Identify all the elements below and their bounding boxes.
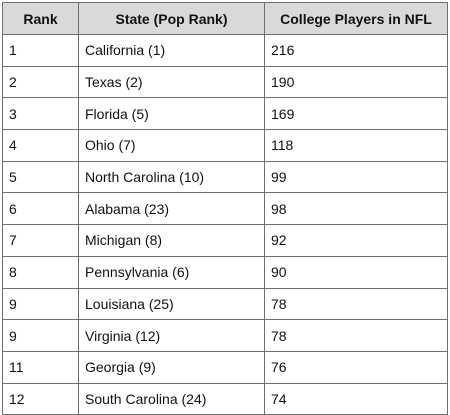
state-cell: Virginia (12) <box>78 319 265 352</box>
nfl-players-cell: 190 <box>264 65 448 99</box>
table-row: 3 Florida (5) 169 <box>2 97 448 131</box>
state-cell: South Carolina (24) <box>78 382 265 415</box>
state-cell: Florida (5) <box>78 97 265 131</box>
rank-cell: 5 <box>2 160 79 194</box>
column-header-nfl-players: College Players in NFL <box>264 2 448 35</box>
table-row: 2 Texas (2) 190 <box>2 65 448 99</box>
nfl-players-cell: 216 <box>264 34 448 67</box>
table-row: 5 North Carolina (10) 99 <box>2 160 448 194</box>
nfl-players-cell: 74 <box>264 382 448 415</box>
table-row: 4 Ohio (7) 118 <box>2 129 448 162</box>
state-cell: Ohio (7) <box>78 129 265 162</box>
table-row: 9 Louisiana (25) 78 <box>2 287 448 321</box>
nfl-players-cell: 118 <box>264 129 448 162</box>
rank-cell: 6 <box>2 192 79 226</box>
table-body: 1 California (1) 216 2 Texas (2) 190 3 Florida … <box>2 34 448 415</box>
rank-cell: 9 <box>2 287 79 321</box>
table-row: 1 California (1) 216 <box>2 34 448 67</box>
nfl-players-cell: 90 <box>264 255 448 289</box>
rank-cell: 8 <box>2 255 79 289</box>
state-cell: Texas (2) <box>78 65 265 99</box>
nfl-players-cell: 99 <box>264 160 448 194</box>
state-cell: Alabama (23) <box>78 192 265 226</box>
nfl-players-cell: 76 <box>264 350 448 384</box>
rank-cell: 4 <box>2 129 79 162</box>
table-header-row: Rank State (Pop Rank) College Players in… <box>2 2 448 35</box>
table-row: 9 Virginia (12) 78 <box>2 319 448 352</box>
rank-cell: 3 <box>2 97 79 131</box>
nfl-players-cell: 92 <box>264 224 448 257</box>
nfl-players-cell: 78 <box>264 287 448 321</box>
table-row: 7 Michigan (8) 92 <box>2 224 448 257</box>
rank-cell: 12 <box>2 382 79 415</box>
state-cell: North Carolina (10) <box>78 160 265 194</box>
column-header-state: State (Pop Rank) <box>78 2 265 35</box>
state-cell: Georgia (9) <box>78 350 265 384</box>
table-row: 12 South Carolina (24) 74 <box>2 382 448 415</box>
nfl-players-cell: 169 <box>264 97 448 131</box>
nfl-players-cell: 98 <box>264 192 448 226</box>
state-cell: Louisiana (25) <box>78 287 265 321</box>
table-row: 11 Georgia (9) 76 <box>2 350 448 384</box>
column-header-rank: Rank <box>2 2 79 35</box>
table-row: 6 Alabama (23) 98 <box>2 192 448 226</box>
nfl-players-cell: 78 <box>264 319 448 352</box>
rank-cell: 2 <box>2 65 79 99</box>
table-row: 8 Pennsylvania (6) 90 <box>2 255 448 289</box>
state-cell: Pennsylvania (6) <box>78 255 265 289</box>
rank-cell: 11 <box>2 350 79 384</box>
state-cell: California (1) <box>78 34 265 67</box>
state-cell: Michigan (8) <box>78 224 265 257</box>
rank-cell: 9 <box>2 319 79 352</box>
rank-cell: 7 <box>2 224 79 257</box>
rank-cell: 1 <box>2 34 79 67</box>
